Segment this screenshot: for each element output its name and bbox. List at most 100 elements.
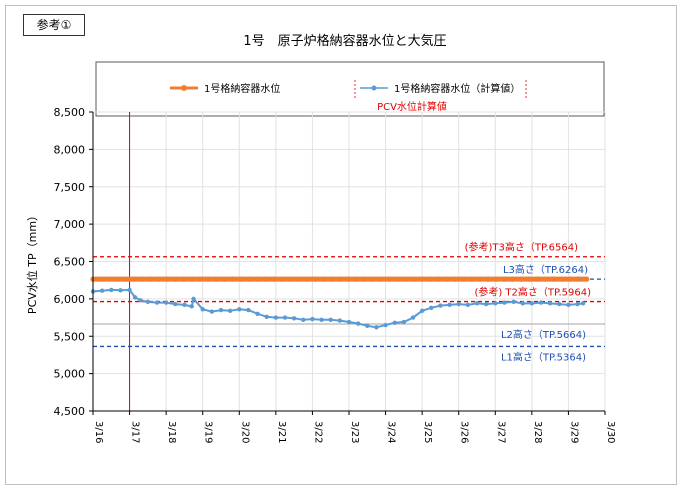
series-measured-point [510, 276, 516, 282]
series-measured-point [304, 276, 310, 282]
series-calculated-point [447, 302, 452, 308]
series-measured-point [394, 276, 401, 282]
series-measured-point [485, 276, 491, 282]
series-measured-point [477, 276, 483, 282]
series-measured-point [584, 276, 590, 282]
series-calculated-point [163, 300, 169, 305]
reference-line-label: (参考)T3高さ（TP.6564) [465, 241, 578, 254]
data-series [90, 276, 590, 330]
series-calculated-point [483, 301, 489, 307]
series-calculated-point [246, 307, 251, 313]
series-calculated-point [127, 287, 132, 293]
series-measured-point [148, 276, 154, 282]
x-tick-label: 3/24 [386, 421, 397, 443]
series-calculated-point [493, 301, 498, 306]
series-measured-point [238, 276, 244, 282]
x-tick-label: 3/25 [422, 421, 433, 443]
series-calculated-point [209, 309, 215, 314]
series-measured-point [271, 276, 277, 282]
y-axis-title: PCV水位 TP（mm） [25, 210, 39, 314]
series-calculated-point [255, 311, 260, 317]
series-calculated-point [218, 307, 224, 313]
series-measured-point [427, 276, 433, 282]
series-calculated-point [99, 288, 105, 293]
series-measured-point [115, 276, 121, 282]
y-tick-label: 7,000 [54, 218, 86, 231]
x-tick-label: 3/19 [203, 421, 214, 443]
series-measured-point [386, 276, 392, 282]
series-measured-point [197, 276, 203, 282]
series-measured-point [139, 276, 145, 282]
series-measured-point [493, 276, 499, 282]
series-calculated-point [282, 315, 288, 320]
x-tick-label: 3/17 [130, 421, 141, 443]
x-tick-label: 3/23 [349, 421, 360, 443]
series-calculated-point [580, 301, 586, 306]
series-measured-point [345, 276, 351, 282]
series-measured-point [370, 276, 376, 282]
series-calculated-point [383, 322, 388, 328]
series-calculated-point [189, 304, 194, 309]
series-calculated-point [145, 299, 151, 305]
series-measured-point [444, 276, 450, 282]
series-calculated-point [410, 315, 416, 320]
series-measured-point [279, 276, 285, 282]
series-measured-point [246, 276, 252, 282]
legend-label-vline: PCV水位計算値 [377, 100, 447, 113]
series-calculated-point [429, 305, 434, 311]
series-measured-point [230, 276, 236, 282]
series-calculated-point [547, 301, 553, 306]
x-tick-label: 3/16 [93, 421, 104, 443]
series-measured-point [337, 276, 343, 282]
series-calculated-point [374, 325, 379, 330]
series-calculated-point [227, 308, 233, 314]
series-measured-point [172, 276, 178, 282]
x-tick-label: 3/20 [239, 421, 250, 443]
y-tick-label: 5,000 [54, 368, 86, 381]
series-measured-point [551, 276, 557, 282]
series-measured-point [296, 276, 302, 282]
series-calculated-point [456, 301, 461, 307]
chart-title: 1号 原子炉格納容器水位と大気圧 [243, 33, 446, 49]
legend-marker-calculated [371, 85, 377, 91]
x-tick-label: 3/27 [495, 421, 506, 443]
series-measured-point [353, 276, 359, 282]
y-tick-label: 7,500 [54, 181, 86, 194]
series-calculated-point [200, 307, 205, 312]
series-calculated-point [173, 301, 178, 307]
series-measured-point [452, 276, 458, 282]
series-calculated-point [319, 317, 324, 323]
legend-label-calculated: 1号格納容器水位（計算値） [394, 82, 520, 95]
series-calculated-point [566, 302, 571, 308]
series-calculated-point [118, 288, 123, 293]
x-tick-label: 3/21 [276, 421, 287, 443]
series-calculated-point [511, 299, 516, 305]
series-calculated-point [337, 318, 343, 323]
y-tick-label: 8,000 [54, 143, 86, 156]
reference-line-label: L1高さ（TP.5364) [501, 350, 586, 363]
series-calculated-point [557, 301, 562, 307]
series-measured-point [205, 276, 211, 282]
series-calculated-point [538, 300, 544, 305]
tick-labels: 4,500 5,000 5,500 6,000 6,500 7,000 7,500 8,000… [54, 106, 617, 443]
series-measured-point [559, 276, 565, 282]
series-measured-point [180, 276, 187, 282]
series-calculated-point [310, 316, 315, 322]
y-tick-label: 4,500 [54, 405, 86, 418]
x-tick-label: 3/30 [605, 421, 616, 443]
series-measured-point [361, 276, 368, 282]
reference-line-label: L2高さ（TP.5664) [501, 328, 586, 341]
series-measured-point [287, 276, 294, 282]
series-measured-point [123, 276, 129, 282]
series-calculated-point [438, 303, 443, 308]
reference-line-label: L3高さ（TP.6264) [503, 263, 588, 276]
series-calculated-point [502, 300, 507, 305]
series-measured-point [263, 276, 269, 282]
series-measured-point [460, 276, 466, 282]
series-calculated-point [520, 301, 525, 306]
series-calculated-point [575, 301, 580, 307]
legend-label-measured: 1号格納容器水位 [204, 82, 280, 95]
series-measured-point [468, 276, 475, 282]
series-calculated-point [273, 315, 279, 320]
